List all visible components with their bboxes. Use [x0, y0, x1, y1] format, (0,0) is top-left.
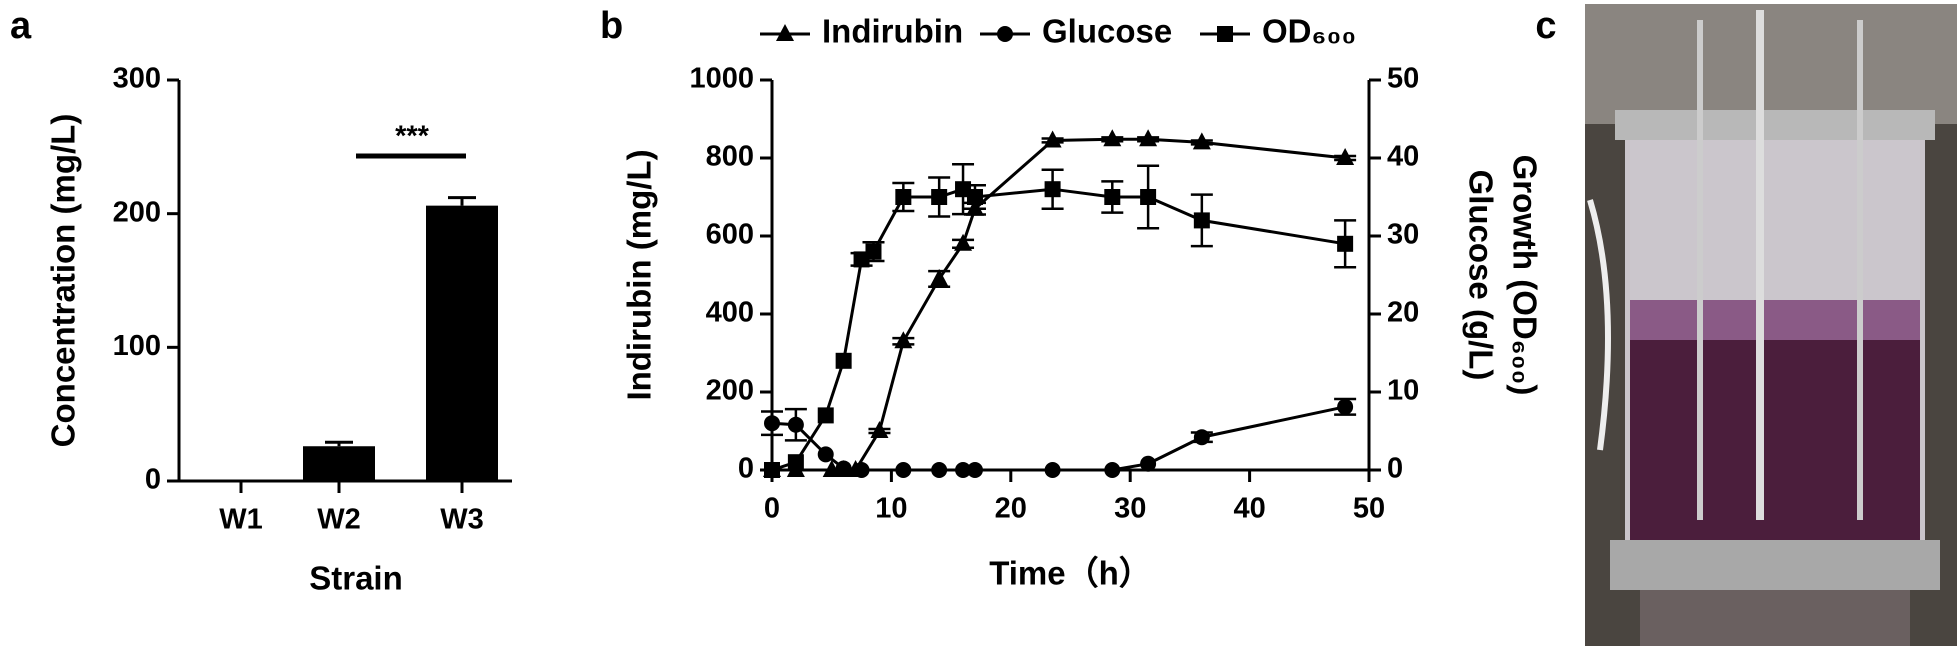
foam — [1630, 300, 1920, 340]
legend-marker — [776, 24, 794, 41]
panel-label: a — [10, 5, 32, 47]
error-bar — [448, 196, 476, 206]
marker — [1192, 132, 1211, 150]
marker — [954, 233, 973, 251]
y-tick-label: 300 — [113, 63, 161, 95]
culture-liquid — [1630, 330, 1920, 540]
marker — [966, 189, 983, 205]
legend-label: Glucose — [1042, 13, 1172, 50]
y-tick-label: 200 — [113, 196, 161, 228]
marker — [1337, 398, 1354, 415]
marker — [895, 189, 912, 205]
marker — [764, 415, 780, 432]
marker — [895, 462, 912, 478]
marker — [1193, 212, 1210, 229]
marker — [1337, 235, 1354, 252]
y-tick-label: 200 — [706, 375, 754, 407]
marker — [1044, 462, 1061, 478]
marker — [1103, 129, 1122, 147]
y-tick-label: 1000 — [689, 63, 754, 95]
marker — [1104, 462, 1121, 478]
x-axis-label: Strain — [309, 560, 403, 597]
x-tick-label: 20 — [995, 493, 1027, 525]
legend-marker — [1217, 26, 1233, 42]
lab-wall — [1585, 4, 1957, 124]
y-tick-label: 600 — [706, 219, 754, 251]
marker — [822, 460, 841, 477]
marker — [1140, 189, 1157, 205]
x-tick-label: 50 — [1353, 493, 1385, 525]
photo-panel — [1585, 4, 1957, 646]
marker — [870, 421, 889, 438]
marker — [1193, 429, 1210, 446]
marker — [930, 268, 949, 286]
marker — [931, 462, 948, 478]
legend-label: Indirubin — [822, 13, 963, 50]
marker — [764, 462, 780, 478]
base-ring — [1610, 540, 1940, 590]
x-tick-label: W3 — [440, 504, 484, 536]
marker — [1044, 181, 1061, 198]
y-tick-label: 0 — [145, 464, 161, 496]
x-tick-label: 30 — [1114, 493, 1146, 525]
series-line — [771, 405, 1346, 472]
marker — [1139, 129, 1158, 147]
y-tick-label: 100 — [113, 330, 161, 362]
marker — [835, 352, 852, 369]
marker — [1104, 189, 1121, 205]
y2-tick-label: 40 — [1387, 141, 1419, 173]
y2-tick-label: 30 — [1387, 219, 1419, 251]
marker — [817, 407, 834, 424]
x-tick-label: W1 — [219, 504, 263, 536]
x-tick-label: W2 — [317, 504, 361, 536]
base — [1640, 590, 1910, 646]
marker — [835, 460, 852, 477]
bar — [303, 446, 375, 481]
y2-axis-label: Glucose (g/L) — [1462, 170, 1499, 381]
y2-tick-label: 10 — [1387, 375, 1419, 407]
x-tick-label: 10 — [875, 493, 907, 525]
bar — [426, 205, 498, 481]
panel-label: b — [600, 5, 623, 47]
series-line — [771, 187, 1346, 472]
legend-label: OD₆₀₀ — [1262, 13, 1356, 50]
y-tick-label: 0 — [738, 453, 754, 485]
x-tick-label: 0 — [764, 493, 780, 525]
tube — [1587, 199, 1611, 451]
marker — [1043, 130, 1062, 148]
marker — [1336, 148, 1355, 165]
y-axis-label: Concentration (mg/L) — [45, 114, 82, 448]
marker — [787, 416, 804, 433]
y2-tick-label: 50 — [1387, 63, 1419, 95]
legend-marker — [997, 26, 1013, 42]
y-tick-label: 800 — [706, 141, 754, 173]
marker — [853, 462, 870, 478]
y2-axis-label: Growth (OD₆₀₀) — [1506, 155, 1543, 396]
panel-label: c — [1535, 5, 1556, 47]
x-tick-label: 40 — [1233, 493, 1265, 525]
marker — [787, 454, 804, 471]
y2-tick-label: 0 — [1387, 453, 1403, 485]
significance-label: *** — [395, 121, 430, 153]
marker — [955, 462, 972, 478]
marker — [817, 446, 834, 463]
x-axis-label: Time（h） — [989, 555, 1152, 592]
marker — [931, 189, 948, 205]
marker — [865, 243, 882, 260]
lid — [1615, 110, 1935, 140]
y2-tick-label: 20 — [1387, 297, 1419, 329]
marker — [966, 462, 983, 478]
marker — [894, 331, 913, 349]
y-tick-label: 400 — [706, 297, 754, 329]
error-bar — [325, 440, 353, 447]
y-axis-label: Indirubin (mg/L) — [621, 149, 658, 400]
marker — [1140, 455, 1157, 472]
